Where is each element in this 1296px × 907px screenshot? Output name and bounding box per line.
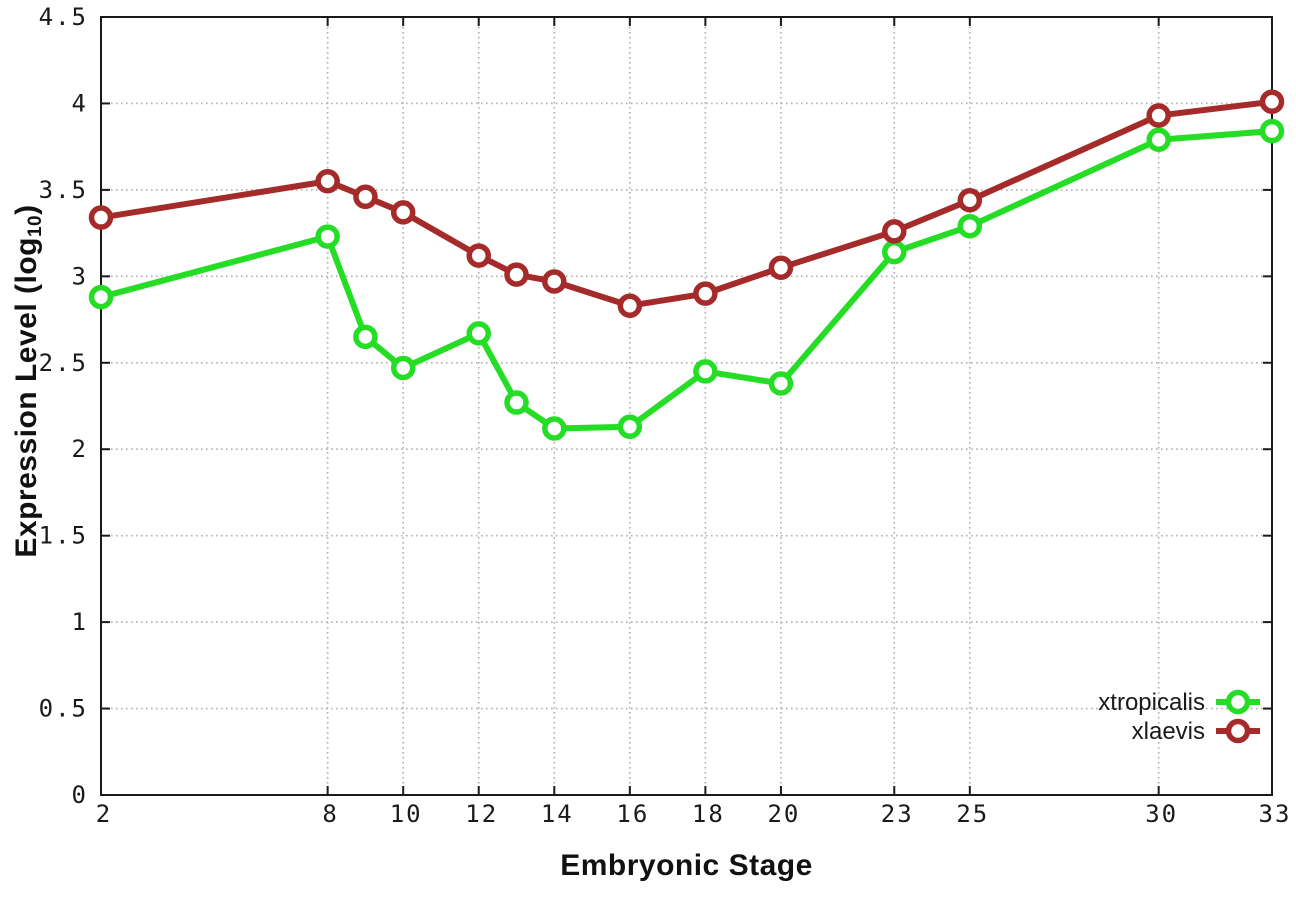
data-point-xtropicalis bbox=[88, 284, 114, 310]
x-tick-label: 2 bbox=[96, 800, 112, 828]
data-point-xlaevis bbox=[768, 255, 794, 280]
legend-marker-xtropicalis bbox=[1225, 689, 1251, 715]
data-point-xlaevis bbox=[88, 205, 114, 230]
series-line-xtropicalis bbox=[98, 128, 1275, 432]
x-tick-label: 12 bbox=[465, 800, 498, 828]
data-point-xlaevis bbox=[542, 269, 567, 294]
data-point-xtropicalis bbox=[617, 414, 643, 439]
x-tick-label: 18 bbox=[692, 800, 725, 828]
data-point-xtropicalis bbox=[1146, 127, 1171, 153]
data-point-xlaevis bbox=[353, 184, 378, 210]
data-point-xtropicalis bbox=[542, 416, 567, 441]
data-point-xlaevis bbox=[504, 262, 529, 287]
y-tick-label: 1.5 bbox=[39, 522, 88, 550]
data-point-xtropicalis bbox=[390, 355, 416, 381]
x-tick-label: 25 bbox=[956, 800, 989, 828]
y-tick-label: 2.5 bbox=[39, 349, 88, 377]
y-axis-title-paren: ) bbox=[10, 204, 43, 215]
y-tick-label: 0 bbox=[72, 781, 88, 809]
legend-marker-xlaevis bbox=[1225, 718, 1251, 744]
data-point-xtropicalis bbox=[353, 324, 378, 350]
x-tick-label: 30 bbox=[1145, 800, 1178, 828]
y-tick-label: 4.5 bbox=[39, 3, 88, 31]
x-tick-label: 8 bbox=[322, 800, 338, 828]
legend-label-xlaevis: xlaevis bbox=[1132, 718, 1205, 745]
data-point-xtropicalis bbox=[693, 359, 718, 384]
data-point-xlaevis bbox=[617, 293, 643, 318]
y-axis-title-text: Expression Level (log bbox=[10, 237, 43, 558]
x-axis-title: Embryonic Stage bbox=[560, 849, 813, 882]
data-point-xtropicalis bbox=[768, 371, 794, 396]
x-tick-label: 10 bbox=[390, 800, 423, 828]
y-tick-label: 2 bbox=[72, 435, 88, 463]
data-point-xlaevis bbox=[882, 219, 907, 244]
data-point-xlaevis bbox=[390, 200, 416, 225]
data-point-xtropicalis bbox=[466, 321, 491, 346]
data-point-xtropicalis bbox=[504, 390, 529, 415]
data-point-xtropicalis bbox=[957, 213, 983, 239]
data-point-xlaevis bbox=[1146, 103, 1171, 128]
x-tick-label: 23 bbox=[881, 800, 914, 828]
x-tick-label: 20 bbox=[767, 800, 800, 828]
y-axis-title-subscript: 10 bbox=[25, 214, 46, 238]
data-point-xtropicalis bbox=[315, 224, 340, 249]
legend-label-xtropicalis: xtropicalis bbox=[1098, 689, 1205, 716]
data-point-xlaevis bbox=[1259, 89, 1285, 114]
y-tick-label: 1 bbox=[72, 608, 88, 636]
y-axis-title: Expression Level (log10) bbox=[10, 131, 46, 631]
x-tick-label: 16 bbox=[616, 800, 649, 828]
y-tick-label: 0.5 bbox=[39, 695, 88, 723]
data-point-xlaevis bbox=[466, 243, 491, 268]
plot-frame bbox=[100, 16, 1273, 796]
data-point-xlaevis bbox=[957, 188, 983, 213]
x-tick-label: 33 bbox=[1259, 800, 1292, 828]
series-line-xlaevis bbox=[98, 98, 1275, 309]
y-tick-label: 4 bbox=[72, 89, 88, 117]
y-tick-label: 3.5 bbox=[39, 176, 88, 204]
data-point-xlaevis bbox=[693, 281, 718, 306]
y-tick-label: 3 bbox=[72, 262, 88, 290]
data-point-xlaevis bbox=[315, 168, 340, 194]
x-tick-label: 14 bbox=[541, 800, 574, 828]
data-point-xtropicalis bbox=[1259, 118, 1285, 144]
data-point-xtropicalis bbox=[882, 239, 907, 265]
